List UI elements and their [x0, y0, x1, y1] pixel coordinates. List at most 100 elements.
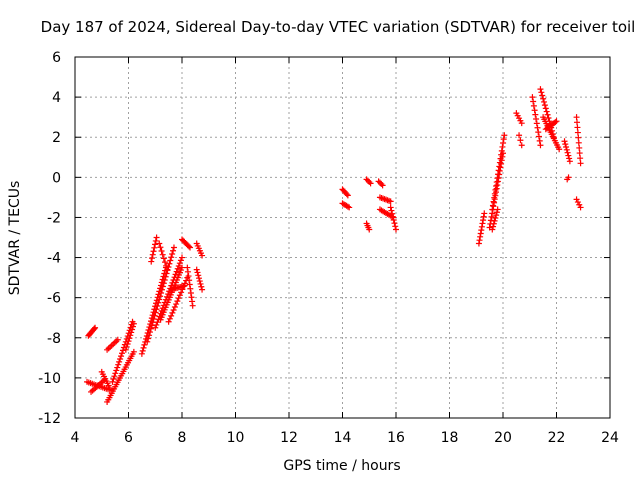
x-tick-label: 12 [280, 430, 298, 446]
y-tick-label: 6 [52, 50, 61, 66]
data-point [150, 248, 157, 255]
y-tick-label: -10 [38, 371, 61, 387]
data-point [153, 306, 160, 313]
x-tick-label: 10 [227, 430, 245, 446]
data-point [576, 201, 583, 208]
data-point [496, 163, 503, 170]
data-point [160, 255, 167, 262]
data-point [490, 198, 497, 205]
data-point [534, 124, 541, 131]
data-point [541, 98, 548, 105]
data-point [553, 118, 560, 125]
x-tick-label: 16 [387, 430, 405, 446]
data-point [109, 378, 116, 385]
y-tick-label: -8 [47, 331, 61, 347]
y-tick-label: 2 [52, 130, 61, 146]
data-point [379, 182, 386, 189]
data-point [574, 129, 581, 136]
data-point [146, 329, 153, 336]
data-point [518, 120, 525, 127]
data-point [179, 254, 185, 261]
data-point [496, 159, 503, 166]
data-point [156, 240, 163, 247]
data-point [154, 319, 161, 326]
data-point [161, 259, 168, 266]
data-point [113, 367, 120, 374]
data-point [530, 98, 537, 105]
data-point [344, 192, 351, 199]
data-point [170, 244, 177, 251]
data-point [564, 149, 571, 156]
data-point [530, 102, 537, 109]
data-point [500, 136, 507, 143]
data-point [173, 268, 180, 275]
data-point [119, 350, 126, 357]
data-point [162, 273, 169, 280]
y-axis-title: SDTVAR / TECUs [7, 181, 23, 296]
data-point [387, 198, 394, 205]
data-point [172, 271, 179, 278]
data-point [562, 141, 569, 148]
data-point [366, 179, 373, 186]
data-point [566, 158, 573, 165]
data-point [158, 290, 165, 297]
data-point [535, 133, 542, 140]
data-point [159, 283, 166, 290]
data-point [171, 304, 178, 311]
data-point [544, 111, 551, 118]
data-point [375, 178, 382, 185]
data-point [393, 226, 399, 233]
data-point [537, 142, 544, 149]
data-point [189, 302, 196, 309]
data-point [148, 258, 155, 265]
data-point [533, 115, 540, 122]
data-point [149, 255, 156, 262]
data-point [494, 175, 501, 182]
data-point [536, 137, 543, 144]
data-point [364, 177, 371, 184]
data-point [376, 179, 383, 186]
data-point [538, 89, 545, 96]
data-point [197, 280, 204, 287]
data-point [574, 119, 581, 126]
data-point [481, 210, 488, 217]
data-point [127, 332, 134, 339]
data-point [493, 179, 500, 186]
data-point [488, 213, 495, 220]
data-point [117, 355, 124, 362]
data-point [495, 167, 502, 174]
data-point [164, 266, 171, 273]
data-point [114, 336, 121, 343]
data-point [529, 94, 536, 101]
data-point [146, 332, 153, 339]
data-point [531, 107, 538, 114]
data-point [173, 301, 180, 308]
data-point [343, 191, 350, 198]
data-point [112, 370, 119, 377]
data-point [499, 143, 506, 150]
data-point [494, 206, 501, 213]
data-point [490, 220, 497, 227]
data-point [501, 132, 508, 139]
data-point [163, 270, 170, 277]
data-point [161, 277, 168, 284]
data-point [124, 341, 131, 348]
data-point [391, 220, 398, 227]
data-point [185, 243, 192, 250]
data-point [160, 280, 167, 287]
data-point [167, 257, 174, 264]
data-point [157, 293, 164, 300]
y-tick-label: 4 [52, 90, 61, 106]
data-point [129, 323, 136, 330]
data-point [152, 237, 159, 244]
data-point [145, 335, 152, 342]
data-point [344, 203, 351, 210]
y-tick-label: -2 [47, 210, 61, 226]
x-tick-label: 4 [71, 430, 80, 446]
data-point [533, 120, 540, 127]
data-point [539, 92, 546, 99]
data-point [174, 298, 181, 305]
data-point [129, 326, 136, 333]
data-point [168, 312, 175, 319]
